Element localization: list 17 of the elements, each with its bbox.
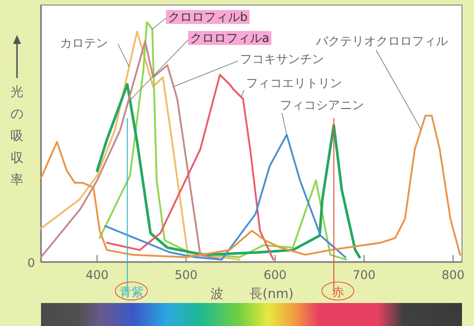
y-axis-title: 光の吸収率 bbox=[10, 85, 24, 188]
x-axis-title: 波 長(nm) bbox=[210, 287, 294, 302]
x-tick-label: 400 bbox=[86, 268, 109, 282]
x-tick-label: 500 bbox=[174, 268, 198, 282]
x-tick-label: 600 bbox=[264, 268, 287, 282]
ref-line-label: 青紫 bbox=[119, 285, 144, 299]
x-tick-label: 700 bbox=[352, 268, 376, 282]
series-label: フィコシアニン bbox=[280, 98, 364, 112]
text: クロロフィルa bbox=[190, 31, 270, 45]
text: 0 bbox=[27, 256, 35, 270]
ref-line-label: 赤 bbox=[332, 285, 344, 299]
series-label: フィコエリトリン bbox=[246, 76, 342, 90]
series-label: クロロフィルb bbox=[168, 10, 248, 24]
text: バクテリオクロロフィル bbox=[315, 34, 448, 48]
text: フコキサンチン bbox=[240, 52, 324, 66]
text: カロテン bbox=[60, 36, 108, 50]
x-tick-label: 800 bbox=[442, 268, 465, 282]
